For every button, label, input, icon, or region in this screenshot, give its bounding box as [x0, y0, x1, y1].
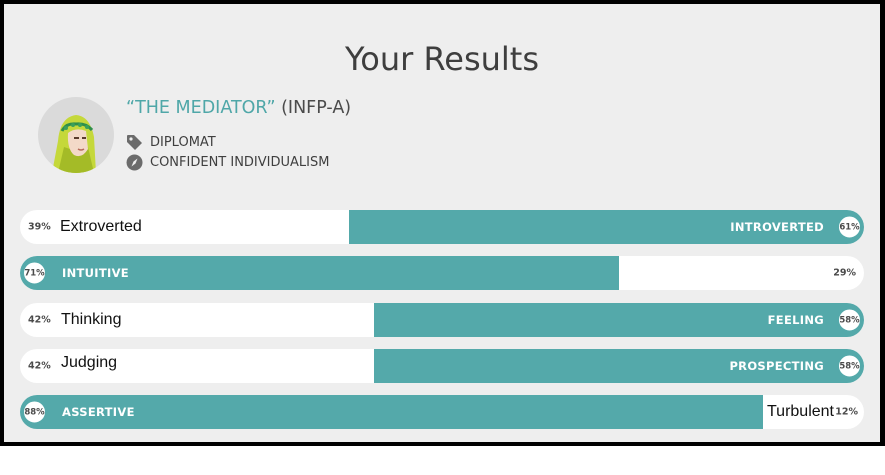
strategy-row: CONFIDENT INDIVIDUALISM — [126, 154, 329, 171]
type-code: (INFP-A) — [281, 98, 352, 118]
role-row: DIPLOMAT — [126, 134, 216, 151]
trait-fill — [20, 395, 763, 429]
trait-left-label: INTUITIVE — [62, 266, 129, 280]
trait-right-percent: 58% — [837, 307, 862, 333]
trait-left-percent: 71% — [22, 260, 47, 286]
trait-right-percent: 29% — [833, 267, 856, 279]
tag-icon — [127, 135, 142, 150]
trait-left-percent: 42% — [28, 360, 51, 372]
trait-left-label: Extroverted — [60, 218, 142, 235]
trait-bar-identity: 88% ASSERTIVE Turbulent 12% — [20, 395, 864, 429]
trait-bar-nature: 42% Thinking FEELING 58% — [20, 303, 864, 337]
trait-left-label: ASSERTIVE — [62, 405, 135, 419]
type-name: “THE MEDIATOR” — [126, 98, 276, 118]
personality-type: “THE MEDIATOR” (INFP-A) — [126, 98, 351, 118]
compass-icon — [126, 154, 143, 171]
trait-right-percent: 12% — [835, 406, 858, 418]
trait-right-label: PROSPECTING — [729, 359, 824, 373]
mediator-avatar-icon — [38, 97, 114, 173]
trait-left-label: Thinking — [61, 311, 122, 328]
role-label: DIPLOMAT — [150, 135, 216, 150]
trait-fill — [374, 303, 864, 337]
strategy-label: CONFIDENT INDIVIDUALISM — [150, 155, 330, 170]
results-frame: Your Results — [0, 0, 885, 446]
trait-fill — [349, 210, 864, 244]
page-title: Your Results — [344, 40, 540, 78]
trait-right-label: INTROVERTED — [730, 220, 824, 234]
trait-fill — [374, 349, 864, 383]
trait-left-percent: 42% — [28, 314, 51, 326]
trait-bar-energy: 71% INTUITIVE 29% — [20, 256, 864, 290]
trait-left-label: Judging — [61, 354, 118, 371]
trait-left-percent: 39% — [28, 221, 51, 233]
trait-right-percent: 61% — [837, 214, 862, 240]
trait-right-percent: 58% — [837, 353, 862, 379]
trait-right-label: FEELING — [767, 313, 824, 327]
trait-left-percent: 88% — [22, 399, 47, 425]
trait-bar-tactics: 42% Judging PROSPECTING 58% — [20, 349, 864, 383]
results-panel: Your Results — [4, 4, 880, 442]
trait-fill — [20, 256, 620, 290]
trait-bar-mind: 39% Extroverted INTROVERTED 61% — [20, 210, 864, 244]
trait-right-label: Turbulent — [767, 403, 834, 420]
